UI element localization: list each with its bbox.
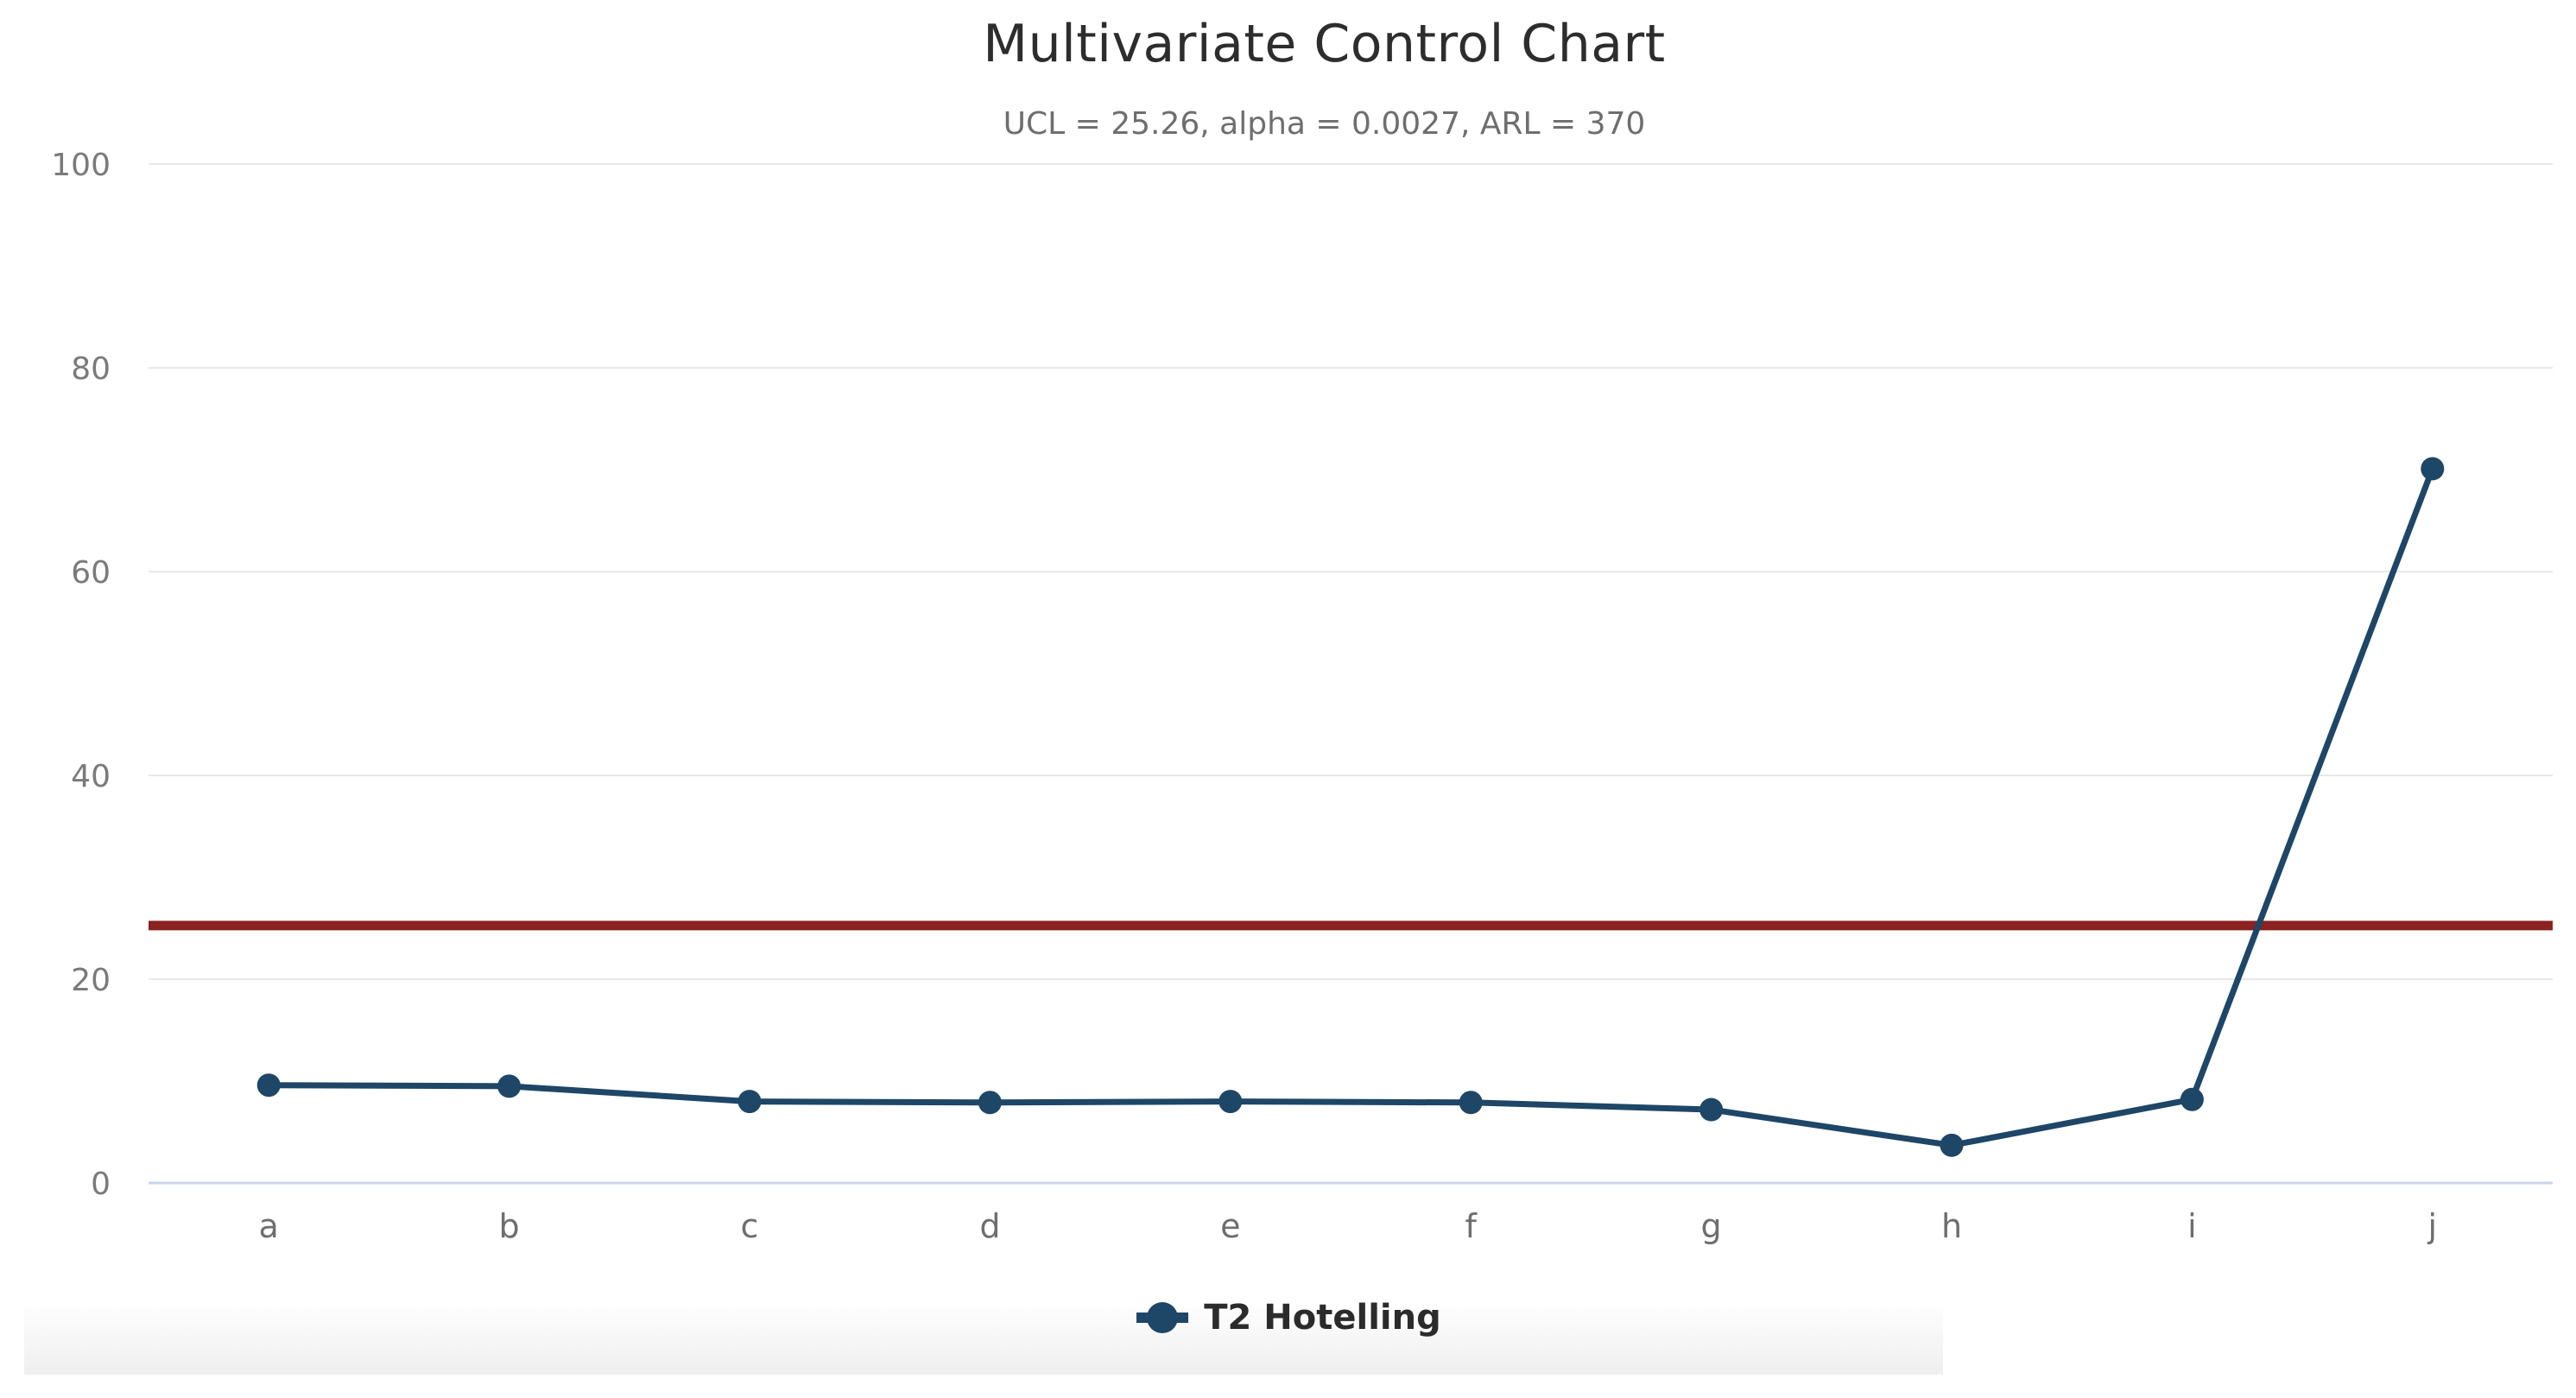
x-tick-label: i [2187,1207,2197,1245]
legend-label: T2 Hotelling [1204,1298,1441,1338]
data-point[interactable] [2421,457,2445,481]
data-point[interactable] [1699,1098,1724,1122]
series-line [265,465,2436,1148]
x-tick-label: f [1465,1207,1478,1245]
data-point[interactable] [737,1090,762,1114]
y-tick-label: 40 [71,759,111,794]
data-point[interactable] [1218,1090,1243,1114]
y-tick-label: 20 [71,963,111,998]
data-point[interactable] [978,1091,1002,1115]
data-point[interactable] [2180,1087,2204,1111]
x-tick-label: b [499,1207,520,1245]
x-tick-label: a [259,1207,279,1245]
data-point[interactable] [1459,1091,1483,1115]
y-tick-label: 0 [91,1167,111,1202]
x-tick-label: c [741,1207,759,1245]
y-tick-label: 80 [71,351,111,387]
series-marker-icon [1136,1302,1189,1333]
x-tick-label: j [2427,1207,2438,1245]
legend-item-t2-hotelling[interactable]: T2 Hotelling [1135,1298,1441,1338]
x-tick-label: e [1220,1207,1240,1245]
data-point[interactable] [256,1073,281,1098]
data-point[interactable] [1940,1133,1964,1157]
x-tick-label: d [979,1207,1000,1245]
x-tick-label: g [1701,1207,1722,1245]
y-tick-label: 100 [51,148,111,183]
y-tick-label: 60 [71,555,111,591]
x-tick-label: h [1941,1207,1962,1245]
legend-background [24,1307,1943,1375]
legend: T2 Hotelling [0,1295,2576,1340]
data-point[interactable] [497,1074,522,1098]
